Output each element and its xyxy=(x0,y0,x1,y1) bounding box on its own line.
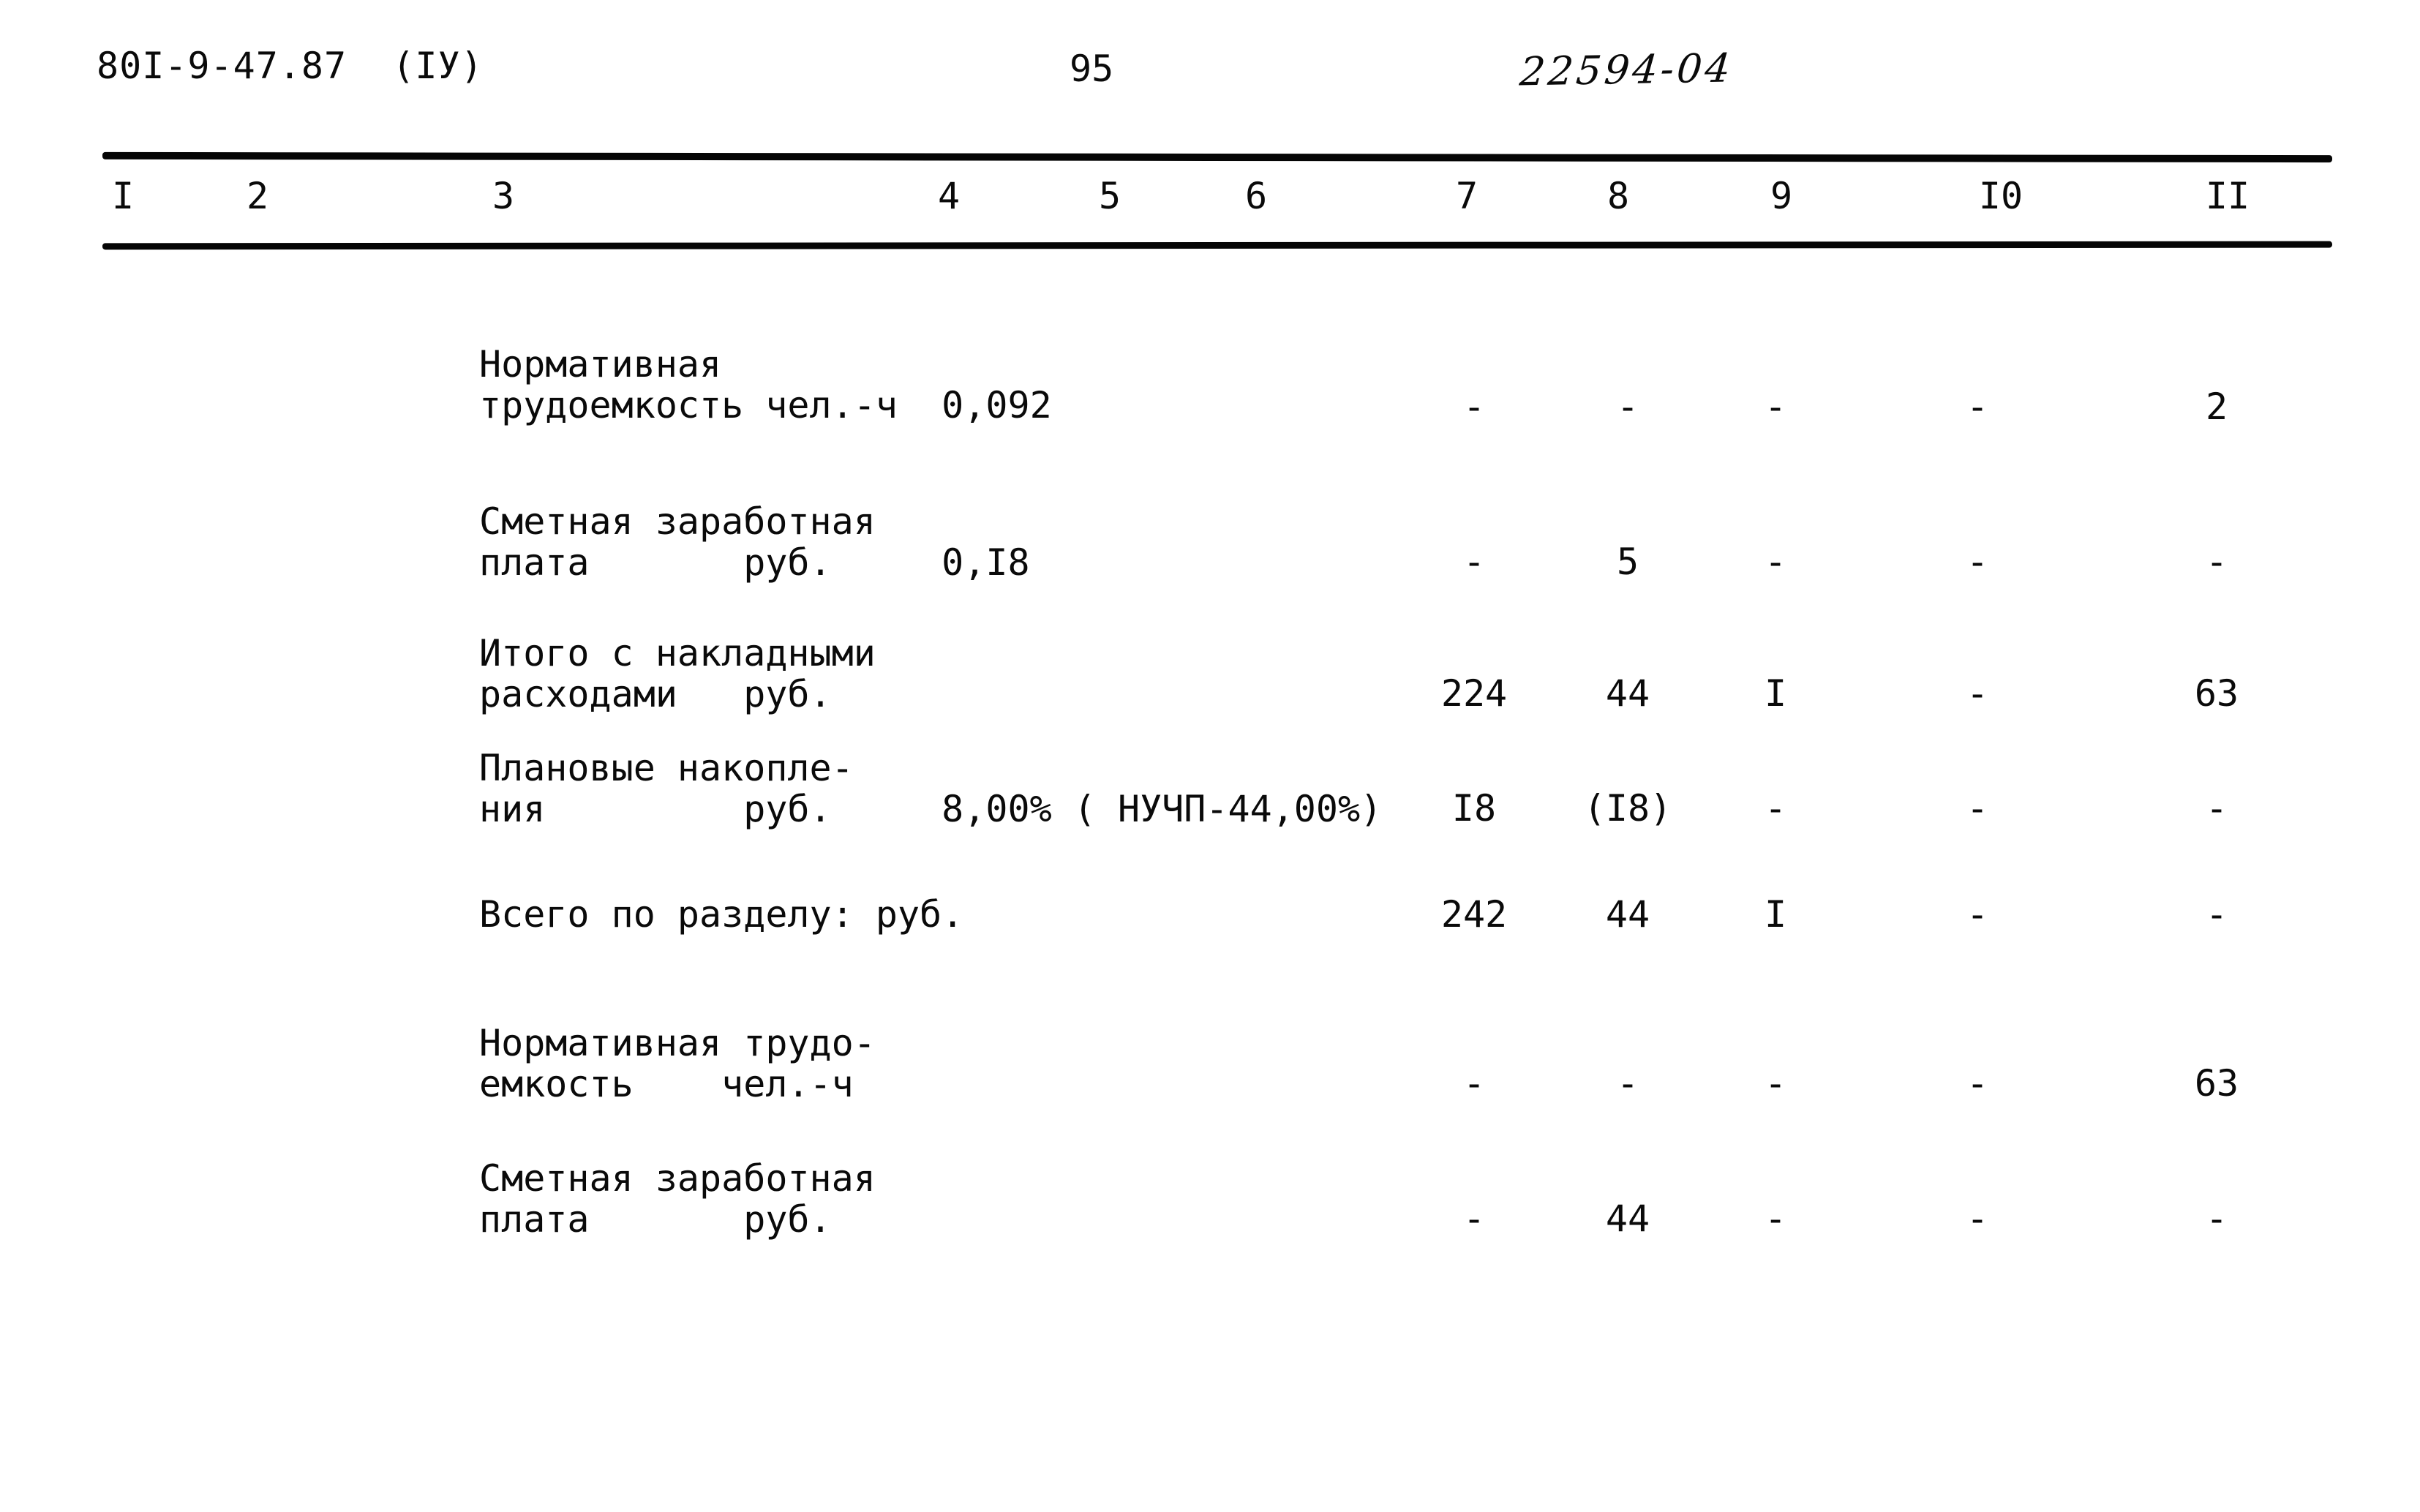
page-number: 95 xyxy=(1070,48,1114,90)
value-cell: I8 xyxy=(1451,787,1497,830)
value-cell: 44 xyxy=(1605,1197,1650,1240)
value-cell: 63 xyxy=(2194,1062,2239,1105)
column-header: I xyxy=(111,175,135,217)
row-label: Итого с накладными расходами руб. xyxy=(479,632,876,715)
column-header: 9 xyxy=(1770,175,1793,217)
value-cell: - xyxy=(1966,672,1989,715)
value-cell: - xyxy=(1966,1062,1989,1105)
row-label: Нормативная трудо- емкость чел.-ч xyxy=(479,1022,876,1105)
value-cell: - xyxy=(1616,1062,1639,1105)
table-rule-top xyxy=(102,151,2333,163)
value-cell: - xyxy=(2205,541,2228,583)
value-cell: - xyxy=(1462,541,1486,583)
value-cell: 2 xyxy=(2205,385,2228,428)
value-cell: - xyxy=(1764,541,1787,583)
value-cell: (I8) xyxy=(1583,787,1672,830)
value-cell: - xyxy=(1764,787,1787,830)
value-cell: 224 xyxy=(1440,672,1508,715)
handwritten-code: 22594-04 xyxy=(1518,45,1735,95)
value-cell: - xyxy=(1966,385,1989,428)
column-header: II xyxy=(2205,175,2250,217)
column-header: 3 xyxy=(492,175,515,217)
value-cell: - xyxy=(1462,385,1486,428)
value-cell: - xyxy=(1966,787,1989,830)
value-cell: 44 xyxy=(1605,893,1650,936)
column-header: 7 xyxy=(1455,175,1478,217)
value-cell: - xyxy=(1764,385,1787,428)
value-cell: - xyxy=(2205,893,2228,936)
column-header: 2 xyxy=(246,175,269,217)
value-cell: - xyxy=(1966,893,1989,936)
value-cell: 242 xyxy=(1440,893,1508,936)
doc-number: 80I-9-47.87 (IУ) xyxy=(97,45,484,87)
value-cell: - xyxy=(1966,541,1989,583)
value-cell: 63 xyxy=(2194,672,2239,715)
row-label: Нормативная трудоемкость чел.-ч 0,092 xyxy=(479,343,1052,426)
row-label: Плановые накопле- ния руб. 8,00% ( НУЧП-… xyxy=(479,747,1383,830)
value-cell: - xyxy=(1966,1197,1989,1240)
value-cell: I xyxy=(1764,672,1787,715)
value-cell: - xyxy=(1764,1062,1787,1105)
row-label: Сметная заработная плата руб. 0,I8 xyxy=(479,500,1030,584)
value-cell: - xyxy=(2205,787,2228,830)
column-header: 8 xyxy=(1607,175,1630,217)
value-cell: - xyxy=(1764,1197,1787,1240)
value-cell: 44 xyxy=(1605,672,1650,715)
column-header: 5 xyxy=(1098,175,1121,217)
table-rule-bottom xyxy=(102,241,2333,250)
value-cell: - xyxy=(2205,1197,2228,1240)
value-cell: - xyxy=(1462,1197,1486,1240)
row-label: Сметная заработная плата руб. xyxy=(479,1157,876,1241)
value-cell: 5 xyxy=(1616,541,1639,583)
row-label: Всего по разделу: руб. xyxy=(479,893,964,936)
column-header: 4 xyxy=(937,175,961,217)
value-cell: I xyxy=(1764,893,1787,936)
column-header: I0 xyxy=(1978,175,2023,217)
column-header: 6 xyxy=(1244,175,1268,217)
value-cell: - xyxy=(1462,1062,1486,1105)
value-cell: - xyxy=(1616,385,1639,428)
